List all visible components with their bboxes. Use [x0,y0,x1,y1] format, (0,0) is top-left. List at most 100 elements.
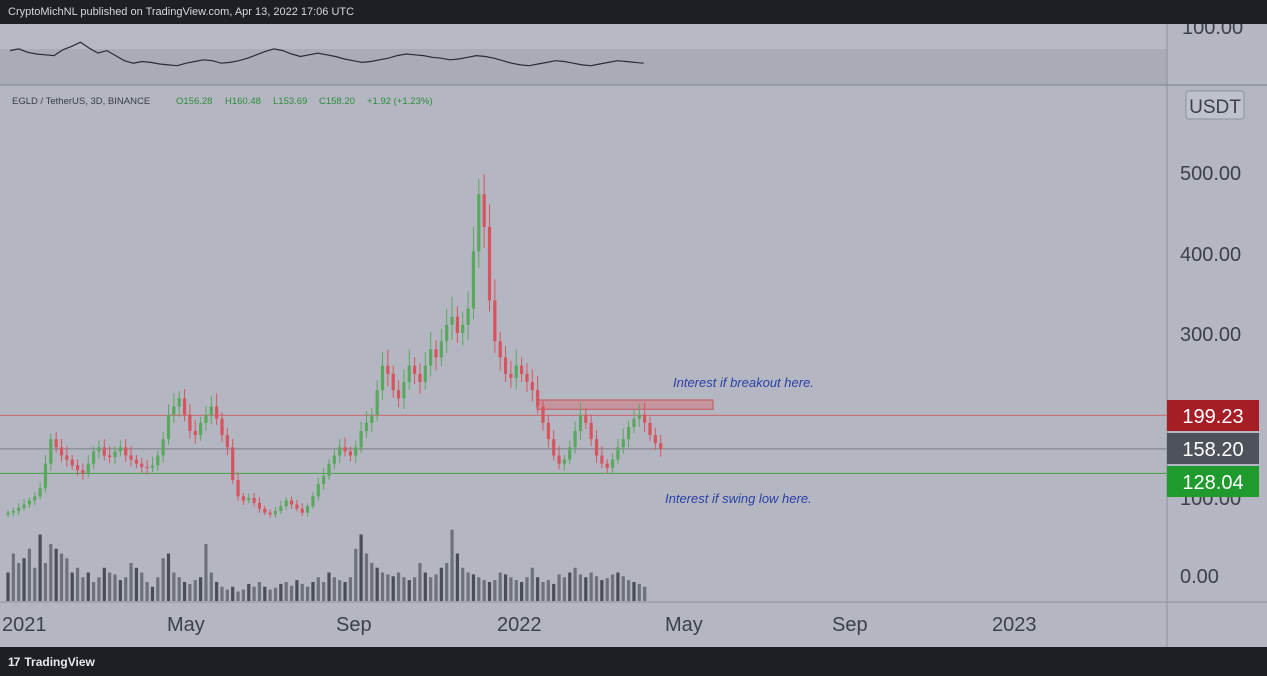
candle-body [316,484,320,497]
annotation-swing-low: Interest if swing low here. [665,491,812,506]
chart-area[interactable]: EGLD / TetherUS, 3D, BINANCE O156.28 H16… [0,17,1267,647]
candle-body [418,373,422,383]
price-tick-label: 300.00 [1180,324,1241,346]
candle-body [348,451,352,456]
volume-bar [59,553,64,601]
time-scale[interactable]: 2021 May Sep 2022 May Sep 2023 [2,614,1037,636]
candle-body [209,406,213,415]
volume-bar [236,591,240,601]
candle-body [616,447,620,460]
volume-bar [391,576,395,601]
price-tick-label: 0.00 [1180,566,1219,588]
volume-bar [610,574,615,601]
volume-bar [477,577,481,601]
volume-bar [616,572,620,601]
volume-bar [102,567,106,601]
candle-body [6,512,10,515]
candle-body [289,500,294,505]
time-tick-label: May [665,614,703,636]
resistance-price-label-bg [1167,400,1259,431]
candle-body [231,447,235,481]
indicator-line [9,41,644,67]
volume-bar [605,578,609,601]
candle-body [354,447,358,456]
volume-bar [637,583,641,601]
candle-body [252,497,256,503]
candle-body [605,463,609,468]
volume-series [6,529,647,601]
volume-bar [343,582,347,601]
candle-body [327,463,331,476]
candle-body [643,414,647,423]
candle-body [49,439,53,464]
candle-body [594,439,599,456]
volume-bar [520,582,524,601]
volume-bar [439,567,443,601]
volume-bar [461,567,465,601]
volume-bar [43,563,48,601]
candle-body [193,431,197,436]
currency-label-box[interactable] [1185,90,1245,120]
publisher-text: CryptoMichNL published on TradingView.co… [8,6,355,18]
candle-body [589,422,593,440]
volume-bar [188,583,192,601]
candle-body [70,459,74,466]
volume-bar [172,572,176,601]
candle-body [600,455,604,464]
volume-bar [509,577,513,601]
volume-bar [450,529,454,601]
volume-bar [225,589,229,601]
levels [0,399,1167,475]
volume-bar [311,582,315,601]
volume-bar [498,572,502,601]
volume-bar [289,585,294,601]
volume-bar [493,580,497,601]
volume-bar [557,574,561,601]
candle-body [81,470,85,474]
currency-label: USDT [1189,97,1241,118]
volume-bar [514,580,518,601]
volume-bar [252,586,256,601]
candle-body [434,349,438,358]
price-chart[interactable]: EGLD / TetherUS, 3D, BINANCE O156.28 H16… [0,17,1267,647]
volume-bar [434,574,438,601]
volume-bar [118,580,122,601]
candle-body [552,439,556,456]
volume-bar [199,577,203,601]
volume-bar [354,548,358,601]
support-price-label-bg [1167,466,1259,497]
candle-body [215,406,219,419]
candle-body [306,506,310,513]
tradingview-logo[interactable]: 17 TradingView [8,655,95,669]
candle-body [653,435,657,444]
candle-body [75,465,80,471]
volume-bar [129,563,133,601]
time-tick-label: Sep [832,614,868,636]
candle-body [466,308,470,325]
candle-body [273,511,278,515]
volume-bar [166,553,171,601]
ohlc-change: +1.92 (+1.23%) [367,96,433,107]
volume-bar [17,563,21,601]
resistance-zone [536,399,714,410]
candle-body [370,414,374,423]
candle-body [509,373,513,378]
candle-body [514,365,518,378]
volume-bar [22,558,26,601]
volume-bar [396,572,401,601]
candle-body [578,414,583,432]
volume-bar [27,548,31,601]
volume-bar [578,574,583,601]
time-tick-label: 2022 [497,614,542,636]
volume-bar [108,572,112,601]
candle-body [439,341,443,358]
candle-body [43,463,48,489]
volume-bar [589,572,593,601]
price-scale[interactable]: 100.00 USDT 500.00 400.00 300.00 100.00 … [1167,17,1259,588]
volume-bar [70,572,74,601]
volume-bar [241,589,245,601]
time-tick-label: 2021 [2,614,47,636]
candle-body [450,316,454,325]
volume-bar [402,577,406,601]
publisher-bar: CryptoMichNL published on TradingView.co… [0,0,1267,24]
